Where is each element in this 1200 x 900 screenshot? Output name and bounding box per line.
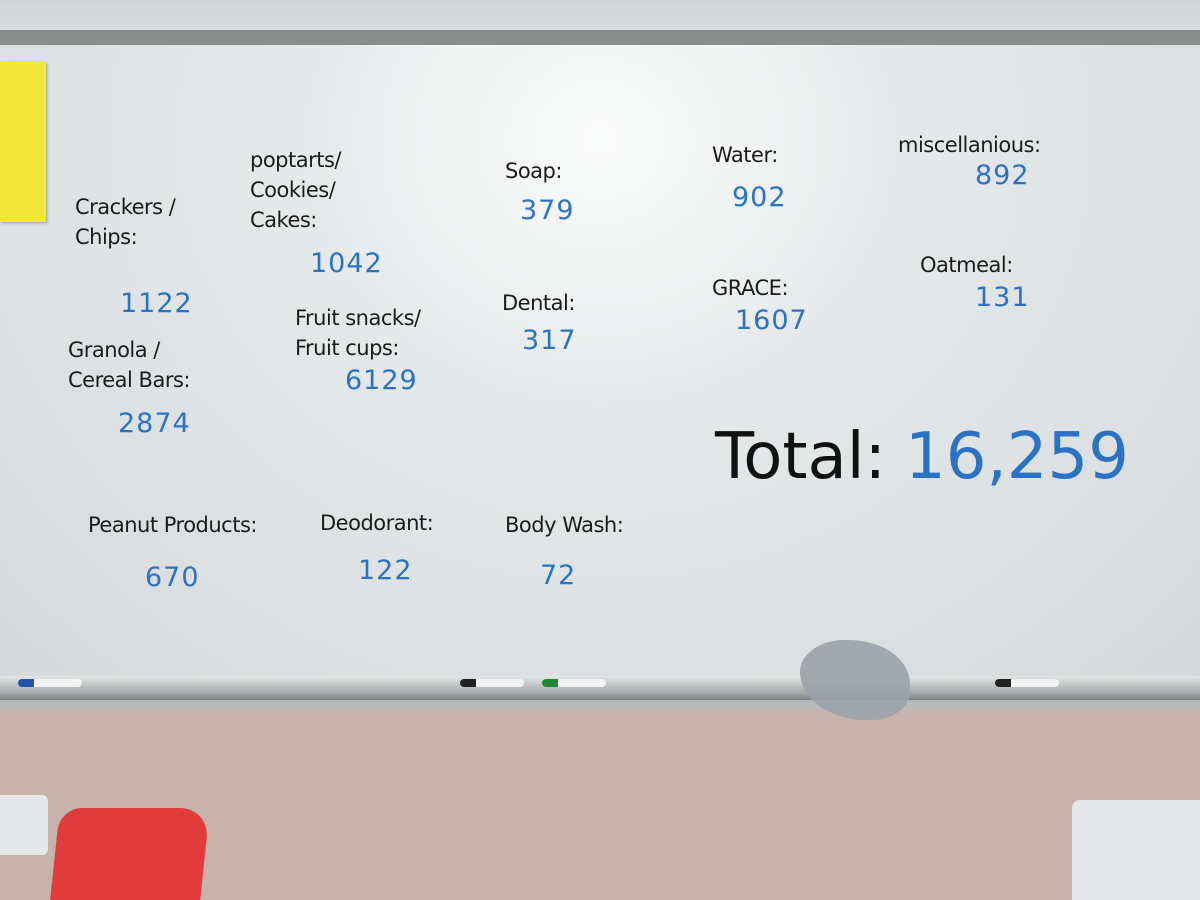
item-count: 72 (540, 560, 577, 591)
chair (50, 808, 210, 900)
marker (542, 679, 606, 687)
item-count: 1607 (735, 305, 808, 336)
marker (995, 679, 1059, 687)
item-label: Dental: (502, 291, 575, 315)
table (1072, 800, 1200, 900)
item-count: 131 (975, 282, 1030, 313)
paper-note (0, 62, 46, 222)
item-count: 892 (975, 160, 1030, 191)
whiteboard (0, 45, 1200, 677)
item-label: Water: (712, 143, 778, 167)
item-label: Deodorant: (320, 511, 434, 535)
item-label: Crackers / Chips: (75, 195, 176, 249)
item-label: Granola / Cereal Bars: (68, 338, 190, 392)
item-count: 670 (145, 562, 200, 593)
item-count: 1042 (310, 248, 383, 279)
item-count: 1122 (120, 288, 193, 319)
item-count: 902 (732, 182, 787, 213)
total-count: 16,259 (905, 420, 1129, 494)
item-label: Oatmeal: (920, 253, 1013, 277)
table (0, 795, 48, 855)
item-label: Peanut Products: (88, 513, 257, 537)
item-count: 122 (358, 555, 413, 586)
item-label: Soap: (505, 159, 562, 183)
item-label: Body Wash: (505, 513, 624, 537)
item-count: 379 (520, 195, 575, 226)
item-label: poptarts/ Cookies/ Cakes: (250, 148, 342, 232)
marker (460, 679, 524, 687)
item-label: Fruit snacks/ Fruit cups: (295, 306, 421, 360)
item-count: 317 (522, 325, 577, 356)
item-label: GRACE: (712, 276, 789, 300)
item-count: 2874 (118, 408, 191, 439)
item-count: 6129 (345, 365, 418, 396)
marker (18, 679, 82, 687)
total-label: Total: (715, 420, 887, 494)
item-label: miscellanious: (898, 133, 1041, 157)
